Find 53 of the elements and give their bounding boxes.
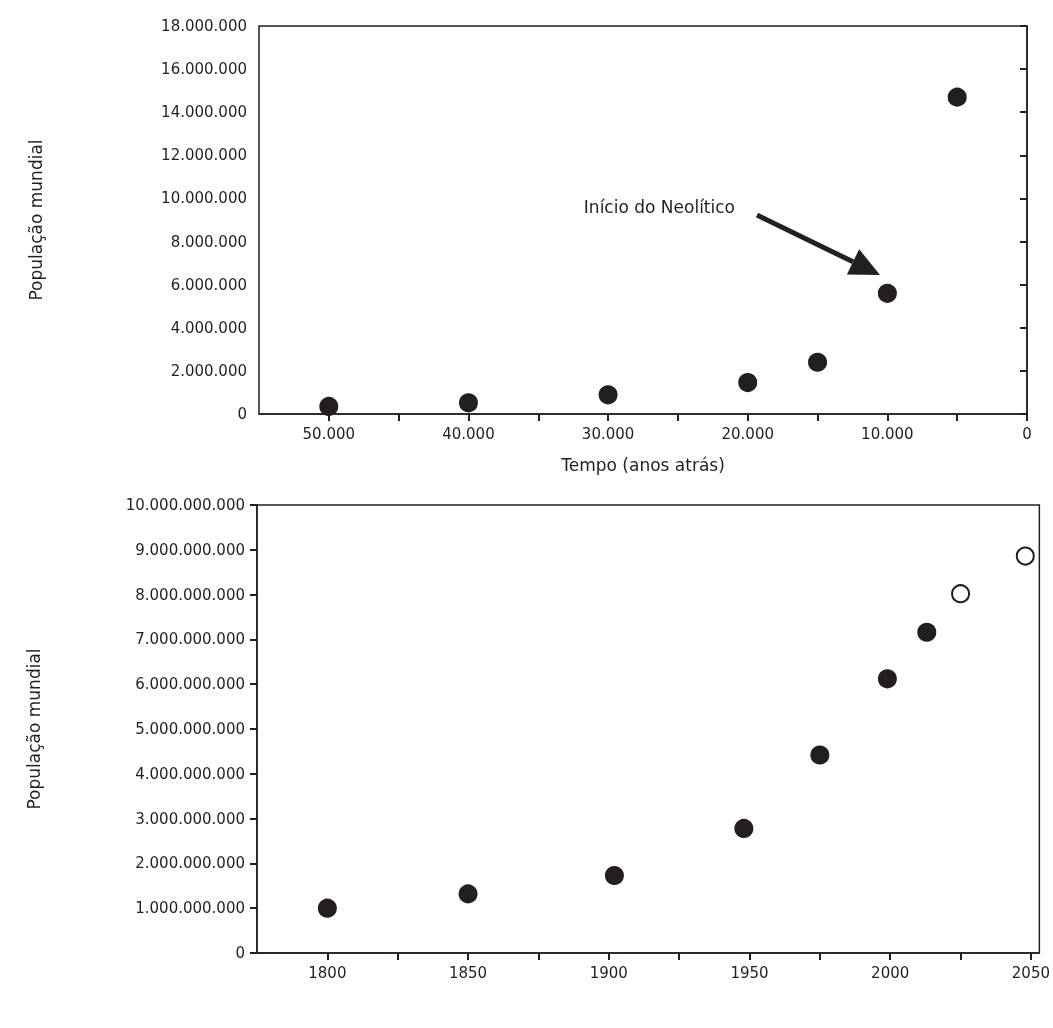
y-tick-label: 6.000.000.000 (135, 675, 245, 694)
point (598, 385, 618, 405)
point (738, 373, 758, 393)
y-tick-label: 2.000.000.000 (135, 854, 245, 873)
x-tick-label: 1950 (730, 963, 769, 982)
x-tick-label: 1900 (589, 963, 628, 982)
point (458, 393, 478, 413)
y-tick-label: 0 (237, 405, 247, 423)
point (458, 884, 478, 904)
x-tick-label: 2000 (871, 963, 910, 982)
x-tick-label: 0 (1022, 424, 1032, 443)
y-tick-label: 5.000.000.000 (135, 720, 245, 738)
y-tick-label: 12.000.000 (161, 146, 247, 165)
x-tick-label: 10.000 (861, 424, 914, 443)
point (734, 818, 754, 838)
y-tick-label: 10.000.000 (161, 189, 247, 208)
point (947, 87, 967, 107)
y-tick-label: 0 (235, 944, 245, 962)
point (810, 745, 830, 765)
y-tick-label: 2.000.000 (170, 361, 247, 380)
x-tick-label: 30.000 (581, 424, 635, 443)
point (317, 898, 337, 918)
y-axis-title: População mundial (25, 139, 46, 301)
x-tick-label: 40.000 (442, 424, 495, 443)
y-tick-label: 6.000.000 (170, 275, 247, 294)
point (808, 352, 828, 372)
x-tick-label: 2050 (1011, 963, 1051, 982)
y-tick-label: 8.000.000.000 (135, 585, 245, 604)
y-tick-label: 18.000.000 (161, 17, 247, 35)
y-tick-label: 4.000.000 (170, 318, 247, 337)
x-tick-label: 50.000 (302, 424, 356, 443)
y-tick-label: 4.000.000.000 (135, 764, 245, 783)
y-axis-title: População mundial (23, 648, 44, 810)
y-tick-label: 3.000.000.000 (135, 809, 245, 828)
point (877, 669, 897, 689)
y-tick-label: 10.000.000.000 (125, 496, 245, 514)
x-tick-label: 1800 (308, 963, 347, 982)
y-tick-label: 16.000.000 (161, 60, 247, 79)
x-tick-label: 1850 (448, 963, 488, 982)
annotation: Início do Neolítico (583, 196, 735, 219)
point (877, 283, 897, 303)
y-tick-label: 8.000.000 (170, 232, 247, 251)
x-axis-title: Tempo (anos atrás) (560, 454, 725, 475)
y-tick-label: 1.000.000.000 (135, 899, 245, 918)
x-tick-label: 20.000 (721, 424, 774, 443)
y-tick-label: 14.000.000 (161, 103, 247, 122)
y-tick-label: 7.000.000.000 (135, 630, 245, 649)
point (1015, 546, 1035, 566)
point (951, 584, 971, 604)
y-tick-label: 9.000.000.000 (135, 540, 245, 559)
point (604, 866, 624, 885)
point (319, 396, 339, 416)
point (917, 622, 937, 642)
